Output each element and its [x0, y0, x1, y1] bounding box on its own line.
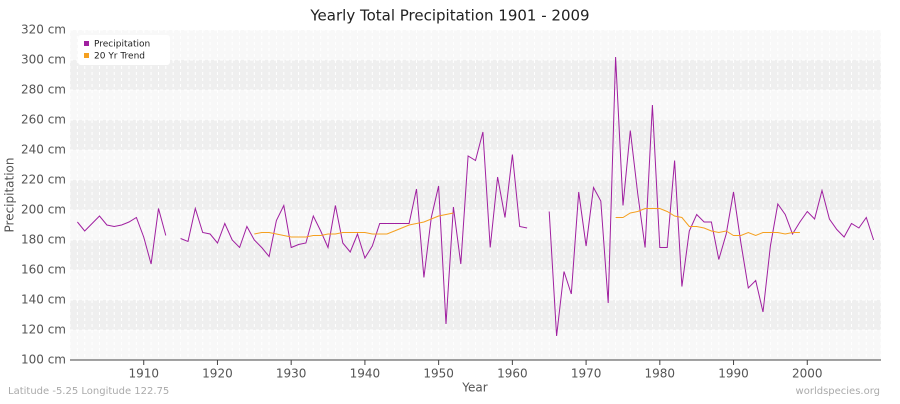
y-tick-label: 280 cm [21, 83, 66, 97]
chart-title: Yearly Total Precipitation 1901 - 2009 [309, 7, 589, 25]
y-tick-label: 100 cm [21, 353, 66, 367]
y-tick-label: 320 cm [21, 23, 66, 37]
x-axis-label: Year [461, 381, 487, 395]
x-tick-label: 1930 [276, 367, 307, 381]
y-tick-label: 300 cm [21, 53, 66, 67]
y-tick-label: 180 cm [21, 233, 66, 247]
y-tick-label: 220 cm [21, 173, 66, 187]
x-tick-label: 1960 [497, 367, 528, 381]
series-line [254, 208, 800, 238]
y-tick-label: 140 cm [21, 293, 66, 307]
x-tick-label: 1940 [350, 367, 381, 381]
legend-swatch [84, 53, 89, 58]
y-tick-label: 200 cm [21, 203, 66, 217]
x-tick-label: 1950 [423, 367, 454, 381]
x-tick-label: 1970 [571, 367, 602, 381]
legend-label: Precipitation [94, 40, 150, 50]
series-line [77, 56, 875, 337]
y-tick-label: 260 cm [21, 113, 66, 127]
footer-left: Latitude -5.25 Longitude 122.75 [8, 386, 169, 397]
x-tick-label: 1980 [645, 367, 676, 381]
x-tick-label: 1990 [718, 367, 749, 381]
x-tick-label: 1910 [128, 367, 159, 381]
legend-swatch [84, 41, 89, 46]
y-tick-label: 240 cm [21, 143, 66, 157]
legend-label: 20 Yr Trend [94, 52, 145, 62]
y-tick-label: 120 cm [21, 323, 66, 337]
y-tick-label: 160 cm [21, 263, 66, 277]
x-tick-label: 1920 [202, 367, 233, 381]
footer-right: worldspecies.org [796, 386, 880, 397]
y-axis-label: Precipitation [3, 157, 17, 232]
legend-box [78, 35, 170, 65]
x-tick-label: 2000 [792, 367, 823, 381]
